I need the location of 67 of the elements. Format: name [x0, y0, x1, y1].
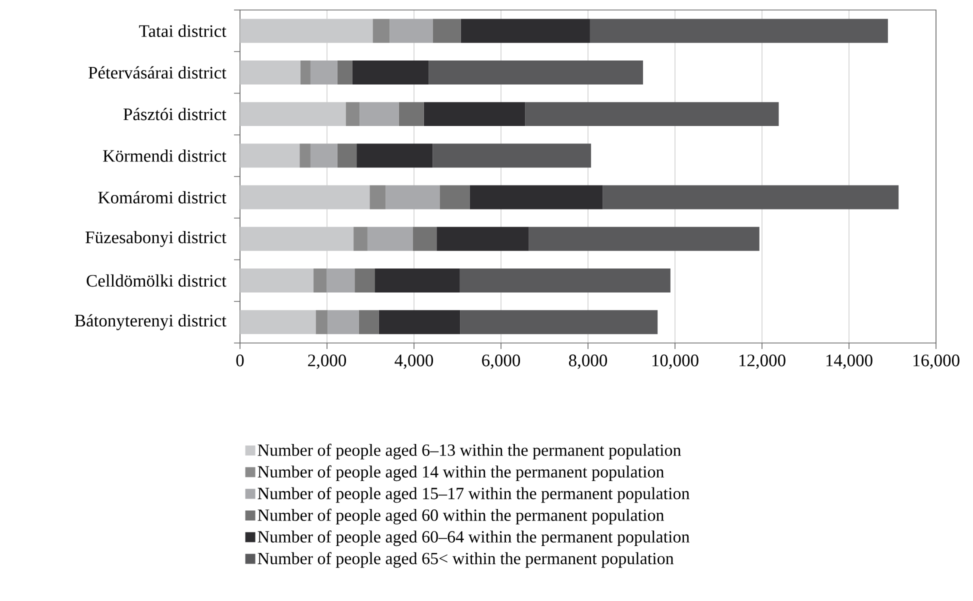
- bar: [525, 102, 779, 126]
- legend-label: Number of people aged 6–13 within the permanent population: [258, 444, 682, 460]
- x-tick-label: 12,000: [739, 354, 786, 369]
- bar: [367, 226, 413, 251]
- bar: [432, 144, 592, 168]
- x-tick-label: 10,000: [652, 354, 698, 369]
- bar: [374, 268, 460, 293]
- y-tick-label: Tatai district: [139, 24, 226, 37]
- bar: [240, 144, 300, 168]
- bar: [412, 226, 437, 251]
- legend-label: Number of people aged 15–17 within the permanent population: [258, 487, 690, 503]
- bar: [370, 185, 386, 210]
- bar: [300, 144, 310, 168]
- bar: [460, 18, 590, 43]
- x-tick-label: 14,000: [826, 354, 872, 369]
- bar: [436, 226, 529, 251]
- bar: [356, 144, 433, 168]
- bar: [346, 102, 360, 126]
- bar: [240, 268, 314, 293]
- bar: [470, 185, 603, 210]
- bar: [316, 310, 328, 334]
- y-tick-label: Komáromi district: [98, 191, 226, 204]
- bar: [354, 226, 368, 251]
- x-tick-label: 8,000: [568, 354, 608, 369]
- bar: [528, 226, 760, 251]
- y-tick-label: Pásztói district: [123, 108, 226, 120]
- legend-label: Number of people aged 14 within the permanent population: [258, 465, 664, 482]
- bar: [428, 60, 644, 84]
- bar: [337, 60, 352, 84]
- bar: [602, 185, 899, 210]
- legend-label: Number of people aged 60 within the permanent population: [258, 508, 664, 524]
- legend-label: Number of people aged 65< within the permanent population: [258, 552, 674, 568]
- x-tick-label: 4,000: [394, 354, 434, 369]
- x-tick-label: 2,000: [308, 354, 346, 369]
- bar: [440, 185, 470, 210]
- bar: [314, 268, 327, 293]
- bar: [360, 102, 399, 126]
- bar: [354, 268, 375, 293]
- bar: [352, 60, 429, 84]
- bar: [337, 144, 357, 168]
- bar: [378, 310, 460, 334]
- bar: [432, 18, 461, 43]
- x-tick-label: 16,000: [913, 354, 960, 369]
- bar: [460, 268, 670, 293]
- y-tick-label: Körmendi district: [103, 150, 226, 162]
- bar: [358, 310, 379, 334]
- bar: [424, 102, 526, 126]
- bar: [460, 310, 658, 334]
- bar: [390, 18, 433, 43]
- bar: [240, 60, 300, 84]
- y-tick-label: Celldömölki district: [86, 274, 226, 287]
- bar: [398, 102, 424, 126]
- bar: [386, 185, 440, 210]
- x-tick-label: 0: [236, 354, 244, 366]
- bar: [326, 268, 355, 293]
- bar: [310, 144, 338, 168]
- bar: [310, 60, 338, 84]
- y-tick-label: Pétervásárai district: [88, 66, 226, 79]
- bar: [590, 18, 888, 43]
- x-tick-label: 6,000: [482, 354, 520, 369]
- y-tick-label: Füzesabonyi district: [86, 230, 226, 247]
- bar: [300, 60, 310, 84]
- y-tick-label: Bátonyterenyi district: [74, 314, 226, 330]
- bar: [372, 18, 390, 43]
- bar: [328, 310, 359, 334]
- bar: [240, 310, 316, 334]
- legend-label: Number of people aged 60–64 within the permanent population: [258, 530, 690, 546]
